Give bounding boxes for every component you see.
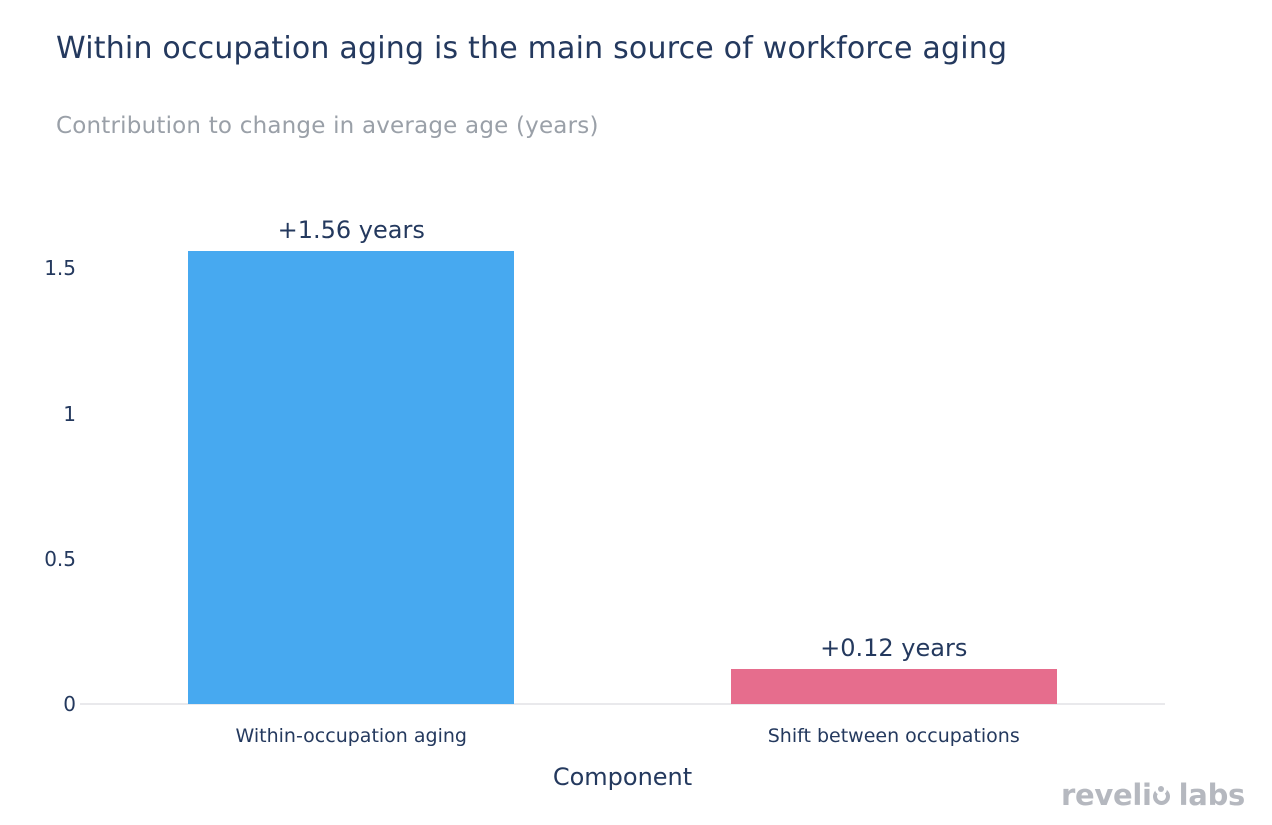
chart-subtitle: Contribution to change in average age (y… — [56, 113, 599, 139]
y-tick-label: 0 — [63, 692, 76, 716]
logo-text-revelio: reveli — [1061, 778, 1152, 812]
bar-value-label: +1.56 years — [277, 215, 425, 244]
y-tick-label: 0.5 — [44, 546, 76, 571]
x-category-label: Shift between occupations — [767, 725, 1020, 747]
x-axis-line — [80, 703, 1165, 705]
revelio-o-icon — [1152, 786, 1170, 805]
chart-title: Within occupation aging is the main sour… — [56, 31, 1008, 66]
logo-o-dot — [1158, 786, 1165, 792]
revelio-labs-logo: reveli labs — [1061, 778, 1245, 812]
y-tick-label: 1.5 — [44, 256, 76, 281]
logo-text-labs: labs — [1178, 778, 1246, 812]
x-category-label: Within-occupation aging — [235, 725, 467, 747]
bar-1 — [188, 250, 515, 704]
x-axis-title: Component — [552, 763, 693, 791]
bar-2 — [730, 669, 1057, 704]
y-tick-label: 1 — [63, 401, 76, 426]
bar-value-label: +0.12 years — [820, 634, 968, 663]
